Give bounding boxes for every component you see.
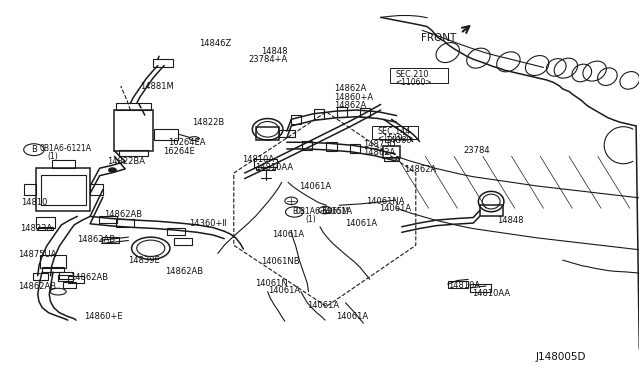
Text: 14061N: 14061N <box>255 279 287 288</box>
Text: 14810A: 14810A <box>242 155 274 164</box>
Text: 14810AA: 14810AA <box>472 289 510 298</box>
Bar <box>174 238 192 244</box>
Text: 14862AB: 14862AB <box>19 282 57 291</box>
Text: SEC.144: SEC.144 <box>378 126 411 136</box>
Bar <box>383 146 401 158</box>
Bar <box>40 254 66 267</box>
Bar <box>326 142 337 151</box>
Text: 14862AB: 14862AB <box>104 211 142 219</box>
Text: 14862A: 14862A <box>334 101 366 110</box>
Text: 23784: 23784 <box>464 146 490 155</box>
Text: 14875UA: 14875UA <box>19 250 57 259</box>
Bar <box>63 282 76 288</box>
Text: 14860+A: 14860+A <box>334 93 373 102</box>
Text: (1): (1) <box>305 215 316 224</box>
Text: 14061NA: 14061NA <box>366 197 404 206</box>
Text: 14061A: 14061A <box>379 205 411 214</box>
Text: 14061A: 14061A <box>300 182 332 191</box>
Bar <box>38 227 53 230</box>
Text: 14810A: 14810A <box>448 281 480 290</box>
Text: B: B <box>292 208 297 217</box>
Text: 14846Z: 14846Z <box>198 39 231 48</box>
Text: <15192>: <15192> <box>378 134 414 143</box>
Text: 14862AB: 14862AB <box>166 267 204 276</box>
Bar <box>314 109 324 119</box>
Text: 14061A: 14061A <box>346 219 378 228</box>
Text: <11060>: <11060> <box>396 78 432 87</box>
Bar <box>116 103 152 110</box>
Text: 14848: 14848 <box>261 47 288 56</box>
Bar <box>154 129 178 140</box>
Text: 0B1A6-6121A: 0B1A6-6121A <box>39 144 91 153</box>
Bar <box>58 275 74 281</box>
Text: 14061NB: 14061NB <box>261 257 300 266</box>
Text: 14360+Ⅱ: 14360+Ⅱ <box>189 219 227 228</box>
Bar <box>384 157 399 161</box>
Text: 14061A: 14061A <box>320 208 352 217</box>
Bar <box>36 217 55 228</box>
Text: 14862A: 14862A <box>364 148 396 157</box>
Bar <box>448 280 468 288</box>
Text: J148005D: J148005D <box>536 352 586 362</box>
Bar <box>90 184 103 195</box>
Text: 14881M: 14881M <box>140 82 173 91</box>
Bar <box>360 108 370 118</box>
Bar <box>168 228 185 235</box>
Text: SEC.210: SEC.210 <box>396 70 429 79</box>
Bar <box>116 219 134 227</box>
Bar <box>470 284 490 292</box>
Bar <box>153 59 173 67</box>
Bar <box>115 110 153 151</box>
Bar <box>102 237 120 243</box>
Text: 14061A: 14061A <box>336 312 368 321</box>
Text: 14061A: 14061A <box>307 301 339 310</box>
Text: 14862A: 14862A <box>334 84 366 93</box>
Bar <box>33 273 48 280</box>
Bar <box>52 160 75 168</box>
Text: 14839E: 14839E <box>129 256 160 265</box>
Bar <box>372 126 419 139</box>
Text: 14822BA: 14822BA <box>108 157 145 166</box>
Text: FRONT: FRONT <box>421 33 456 44</box>
Text: (1): (1) <box>47 152 58 161</box>
Text: 16264EA: 16264EA <box>168 138 205 147</box>
Bar <box>68 276 84 283</box>
Text: 23784+A: 23784+A <box>248 55 288 64</box>
Text: 14875U: 14875U <box>364 140 396 149</box>
Text: 14862A: 14862A <box>404 165 436 174</box>
Text: 14810AA: 14810AA <box>255 163 293 172</box>
Bar <box>302 141 312 150</box>
Bar <box>36 168 90 211</box>
Bar <box>60 272 74 279</box>
Text: 14810: 14810 <box>21 198 47 207</box>
Text: B: B <box>31 145 37 154</box>
Bar <box>99 216 117 223</box>
Circle shape <box>109 168 116 172</box>
Text: 14823A: 14823A <box>20 224 52 233</box>
Bar <box>254 158 277 167</box>
Text: 14862AB: 14862AB <box>70 273 108 282</box>
Bar <box>256 167 275 170</box>
Text: 14860: 14860 <box>385 136 412 145</box>
Text: 14862AB: 14862AB <box>77 235 115 244</box>
Text: 14061A: 14061A <box>268 286 300 295</box>
Bar <box>41 175 86 205</box>
Bar <box>256 128 279 140</box>
Bar <box>390 68 448 83</box>
Bar <box>42 267 64 272</box>
Text: 0B1A6-6165M: 0B1A6-6165M <box>296 207 349 216</box>
Text: 14822B: 14822B <box>192 119 225 128</box>
Bar <box>479 205 502 217</box>
Bar <box>337 107 348 117</box>
Text: 16264E: 16264E <box>164 147 195 156</box>
Text: 14860+E: 14860+E <box>84 312 122 321</box>
Text: 14848: 14848 <box>497 216 524 225</box>
Bar <box>24 184 36 195</box>
Bar <box>120 150 148 156</box>
Bar <box>350 144 360 153</box>
Text: 14061A: 14061A <box>272 230 304 240</box>
Bar <box>291 115 301 125</box>
Bar <box>279 130 295 137</box>
